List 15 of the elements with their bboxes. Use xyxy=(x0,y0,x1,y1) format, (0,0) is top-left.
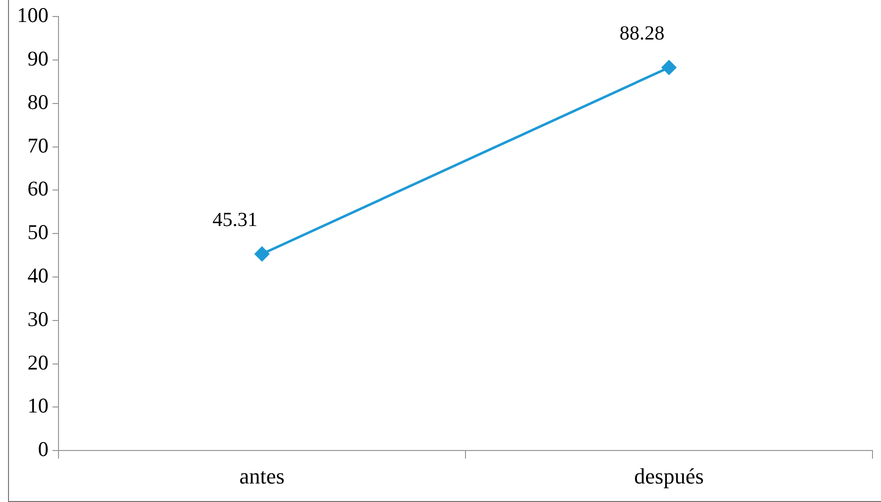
y-tick-label: 80 xyxy=(28,90,48,114)
y-tick-label: 50 xyxy=(28,220,48,244)
data-label: 88.28 xyxy=(620,22,664,45)
y-tick-label: 60 xyxy=(28,176,48,201)
y-tick-label: 100 xyxy=(17,3,48,28)
y-tick-label: 90 xyxy=(28,46,48,71)
data-label: 45.31 xyxy=(212,209,258,232)
y-tick-label: 40 xyxy=(28,264,48,288)
x-tick-label: antes xyxy=(239,464,285,489)
y-tick-label: 0 xyxy=(38,437,48,462)
y-tick-label: 10 xyxy=(28,394,48,418)
x-tick-label: después xyxy=(634,464,704,489)
y-tick-label: 30 xyxy=(28,306,48,331)
y-tick-label: 20 xyxy=(28,350,48,374)
y-tick-label: 70 xyxy=(28,133,48,158)
